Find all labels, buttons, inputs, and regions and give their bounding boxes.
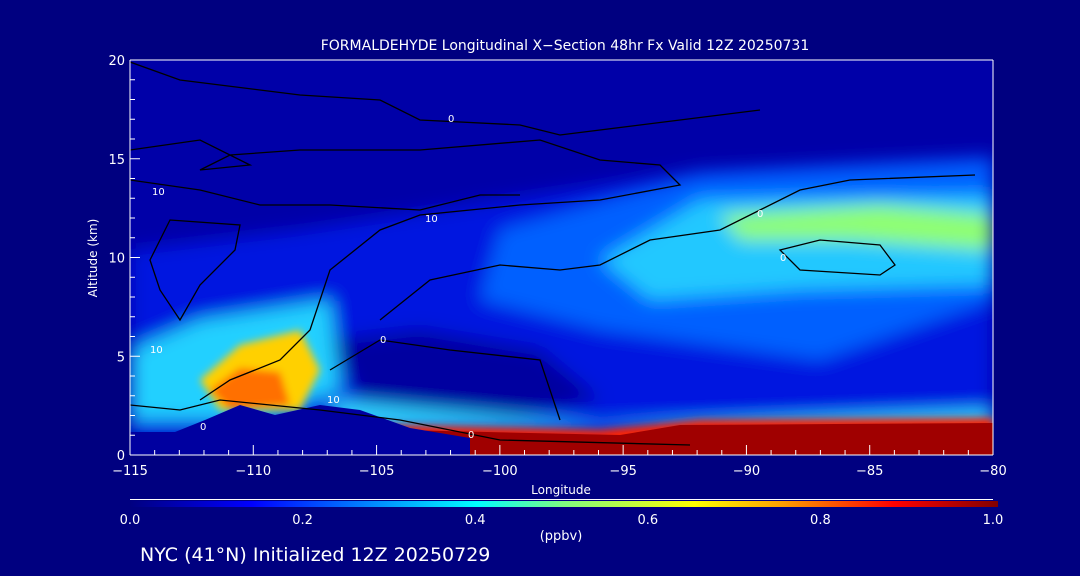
contour-line [130, 399, 691, 446]
y-tick-label: 10 [108, 252, 125, 267]
contour-line [778, 239, 896, 276]
y-tick-label: 5 [117, 350, 125, 365]
field-dark-core [330, 330, 600, 420]
heatmap-field: 0 10 10 10 0 0 0 10 0 0 [130, 60, 993, 455]
x-tick-label: −80 [979, 464, 1006, 479]
colorbar-tick-labels: 0.0 0.2 0.4 0.6 0.8 1.0 [120, 513, 1004, 528]
colorbar-tick-label: 0.4 [465, 513, 486, 528]
contour-line [149, 219, 241, 322]
colorbar-tick-label: 1.0 [983, 513, 1004, 528]
x-tick-label: −90 [733, 464, 760, 479]
contour-line [329, 339, 561, 421]
contour-label: 10 [327, 395, 340, 406]
contour-label: 0 [757, 209, 763, 220]
contour-label: 0 [468, 430, 474, 441]
contour-line [379, 174, 976, 321]
contour-lines [130, 61, 976, 446]
y-ticks: 0 5 10 15 20 [108, 54, 140, 464]
y-tick-label: 20 [108, 54, 125, 69]
chart-title: FORMALDEHYDE Longitudinal X−Section 48hr… [321, 38, 810, 54]
x-tick-label: −110 [235, 464, 271, 479]
field-orange [210, 368, 290, 410]
contour-label: 0 [380, 335, 386, 346]
contour-label: 10 [150, 345, 163, 356]
colorbar-units: (ppbv) [540, 529, 583, 544]
colorbar-tick-label: 0.6 [637, 513, 658, 528]
x-tick-label: −105 [359, 464, 395, 479]
y-axis-label: Altitude (km) [86, 219, 100, 298]
field-green [720, 205, 993, 250]
contour-label: 10 [152, 187, 165, 198]
colorbar [130, 501, 998, 507]
colorbar-tick-label: 0.0 [120, 513, 141, 528]
contour-label: 0 [780, 253, 786, 264]
contour-line [130, 61, 761, 136]
terrain [130, 405, 470, 455]
contour-line [130, 179, 520, 211]
x-tick-label: −85 [856, 464, 883, 479]
colorbar-tick-label: 0.8 [810, 513, 831, 528]
field-darkred-surface [400, 423, 993, 455]
y-tick-label: 15 [108, 153, 125, 168]
x-axis-label: Longitude [531, 483, 591, 497]
y-tick-label: 0 [117, 449, 125, 464]
colorbar-tick-label: 0.2 [292, 513, 313, 528]
x-tick-label: −100 [482, 464, 518, 479]
x-tick-label: −95 [609, 464, 636, 479]
x-tick-label: −115 [112, 464, 148, 479]
contour-label: 0 [200, 422, 206, 433]
contour-label: 10 [425, 214, 438, 225]
x-ticks: −115 −110 −105 −100 −95 −90 −85 −80 [112, 445, 1007, 479]
contour-labels: 0 10 10 10 0 0 0 10 0 0 [150, 114, 786, 441]
contour-line [130, 139, 682, 401]
contour-label: 0 [448, 114, 454, 125]
footer-init-text: NYC (41°N) Initialized 12Z 20250729 [140, 544, 490, 566]
